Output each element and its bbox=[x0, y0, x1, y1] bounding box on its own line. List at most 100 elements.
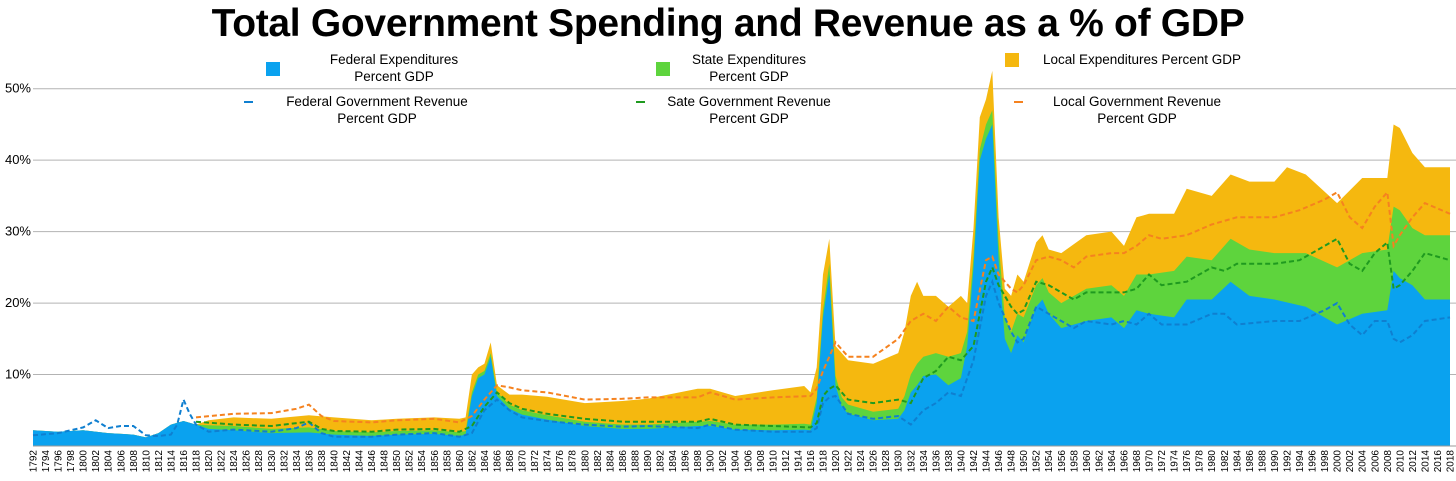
x-tick-label: 1872 bbox=[530, 450, 541, 473]
x-tick-label: 1902 bbox=[718, 450, 729, 473]
x-tick-label: 1828 bbox=[254, 450, 265, 473]
x-tick-label: 1906 bbox=[743, 450, 754, 473]
x-tick-label: 1810 bbox=[141, 450, 152, 473]
x-tick-label: 1864 bbox=[480, 450, 491, 473]
x-tick-label: 1812 bbox=[154, 450, 165, 473]
legend: Federal Expenditures Percent GDP State Exp… bbox=[244, 52, 1241, 126]
x-tick-label: 1900 bbox=[706, 450, 717, 473]
x-tick-label: 1898 bbox=[693, 450, 704, 473]
x-tick-label: 1934 bbox=[919, 450, 930, 473]
x-tick-label: 1992 bbox=[1283, 450, 1294, 473]
x-tick-label: 1888 bbox=[630, 450, 641, 473]
x-tick-label: 1832 bbox=[279, 450, 290, 473]
y-axis: 10% 20% 30% 40% 50% bbox=[5, 81, 31, 382]
stacked-areas bbox=[33, 70, 1450, 447]
x-tick-label: 1846 bbox=[367, 450, 378, 473]
x-tick-label: 1876 bbox=[555, 450, 566, 473]
x-tick-label: 1856 bbox=[430, 450, 441, 473]
x-tick-label: 1988 bbox=[1257, 450, 1268, 473]
legend-label-state: State Expenditures bbox=[692, 52, 806, 67]
x-tick-label: 1886 bbox=[618, 450, 629, 473]
y-tick-label: 40% bbox=[5, 152, 31, 167]
x-tick-label: 2018 bbox=[1446, 450, 1456, 473]
x-tick-label: 1910 bbox=[768, 450, 779, 473]
x-tick-label: 1878 bbox=[568, 450, 579, 473]
x-tick-label: 2010 bbox=[1395, 450, 1406, 473]
x-tick-label: 1932 bbox=[906, 450, 917, 473]
x-tick-label: 1912 bbox=[781, 450, 792, 473]
chart-title: Total Government Spending and Revenue as… bbox=[211, 2, 1245, 45]
x-tick-label: 1890 bbox=[643, 450, 654, 473]
legend-swatch-state bbox=[656, 62, 670, 76]
line-state_rev bbox=[195, 237, 1451, 433]
x-tick-label: 1818 bbox=[192, 450, 203, 473]
x-tick-label: 1950 bbox=[1019, 450, 1030, 473]
x-tick-label: 1982 bbox=[1220, 450, 1231, 473]
x-tick-label: 1794 bbox=[41, 450, 52, 473]
x-tick-label: 1970 bbox=[1145, 450, 1156, 473]
x-tick-label: 1792 bbox=[29, 450, 40, 473]
x-tick-label: 2014 bbox=[1420, 450, 1431, 473]
x-tick-label: 1806 bbox=[116, 450, 127, 473]
x-tick-label: 1826 bbox=[242, 450, 253, 473]
x-tick-label: 1954 bbox=[1044, 450, 1055, 473]
x-tick-label: 1798 bbox=[66, 450, 77, 473]
x-tick-label: 1824 bbox=[229, 450, 240, 473]
x-tick-label: 1862 bbox=[467, 450, 478, 473]
x-tick-label: 1986 bbox=[1245, 450, 1256, 473]
x-tick-label: 1840 bbox=[330, 450, 341, 473]
x-axis: 1792 1794 1796 1798 1800 1802 1804 1806 1808 1810… bbox=[29, 445, 1456, 473]
x-tick-label: 1816 bbox=[179, 450, 190, 473]
x-tick-label: 1960 bbox=[1082, 450, 1093, 473]
x-tick-label: 1956 bbox=[1057, 450, 1068, 473]
x-tick-label: 1820 bbox=[204, 450, 215, 473]
x-tick-label: 1874 bbox=[543, 450, 554, 473]
x-tick-label: 1882 bbox=[593, 450, 604, 473]
line-local_rev bbox=[195, 189, 1451, 424]
x-tick-label: 1796 bbox=[54, 450, 65, 473]
x-tick-label: 1938 bbox=[944, 450, 955, 473]
x-tick-label: 1974 bbox=[1170, 450, 1181, 473]
x-tick-label: 2006 bbox=[1370, 450, 1381, 473]
x-tick-label: 2016 bbox=[1433, 450, 1444, 473]
x-tick-label: 1918 bbox=[819, 450, 830, 473]
x-tick-label: 1976 bbox=[1182, 450, 1193, 473]
x-tick-label: 1972 bbox=[1157, 450, 1168, 473]
x-tick-label: 1892 bbox=[656, 450, 667, 473]
revenue-lines bbox=[32, 189, 1451, 438]
line-federal_rev bbox=[32, 278, 1451, 438]
x-tick-label: 1842 bbox=[342, 450, 353, 473]
legend-label-federal-line2: Percent GDP bbox=[354, 69, 434, 84]
x-tick-label: 1852 bbox=[405, 450, 416, 473]
y-tick-label: 20% bbox=[5, 295, 31, 310]
x-tick-label: 1958 bbox=[1069, 450, 1080, 473]
y-tick-label: 10% bbox=[5, 367, 31, 382]
x-tick-label: 1884 bbox=[605, 450, 616, 473]
x-tick-label: 1946 bbox=[994, 450, 1005, 473]
x-tick-label: 1908 bbox=[756, 450, 767, 473]
legend-label-state-line2: Percent GDP bbox=[709, 69, 789, 84]
x-tick-label: 1924 bbox=[856, 450, 867, 473]
x-tick-label: 2000 bbox=[1333, 450, 1344, 473]
legend-label-state_rev: Sate Government Revenue bbox=[667, 94, 831, 109]
x-tick-label: 1896 bbox=[681, 450, 692, 473]
x-tick-label: 1966 bbox=[1120, 450, 1131, 473]
x-tick-label: 1980 bbox=[1207, 450, 1218, 473]
x-tick-label: 1858 bbox=[442, 450, 453, 473]
x-tick-label: 1944 bbox=[982, 450, 993, 473]
x-tick-label: 1968 bbox=[1132, 450, 1143, 473]
legend-label-local: Local Expenditures Percent GDP bbox=[1043, 52, 1241, 67]
x-tick-label: 1834 bbox=[292, 450, 303, 473]
x-tick-label: 1962 bbox=[1094, 450, 1105, 473]
x-tick-label: 1830 bbox=[267, 450, 278, 473]
x-tick-label: 1920 bbox=[831, 450, 842, 473]
x-tick-label: 1916 bbox=[806, 450, 817, 473]
x-tick-label: 1904 bbox=[731, 450, 742, 473]
x-tick-label: 1880 bbox=[580, 450, 591, 473]
area-federal bbox=[33, 124, 1450, 446]
x-tick-label: 2002 bbox=[1345, 450, 1356, 473]
legend-label-local_rev: Local Government Revenue bbox=[1053, 94, 1221, 109]
x-tick-label: 1998 bbox=[1320, 450, 1331, 473]
x-tick-label: 1844 bbox=[355, 450, 366, 473]
